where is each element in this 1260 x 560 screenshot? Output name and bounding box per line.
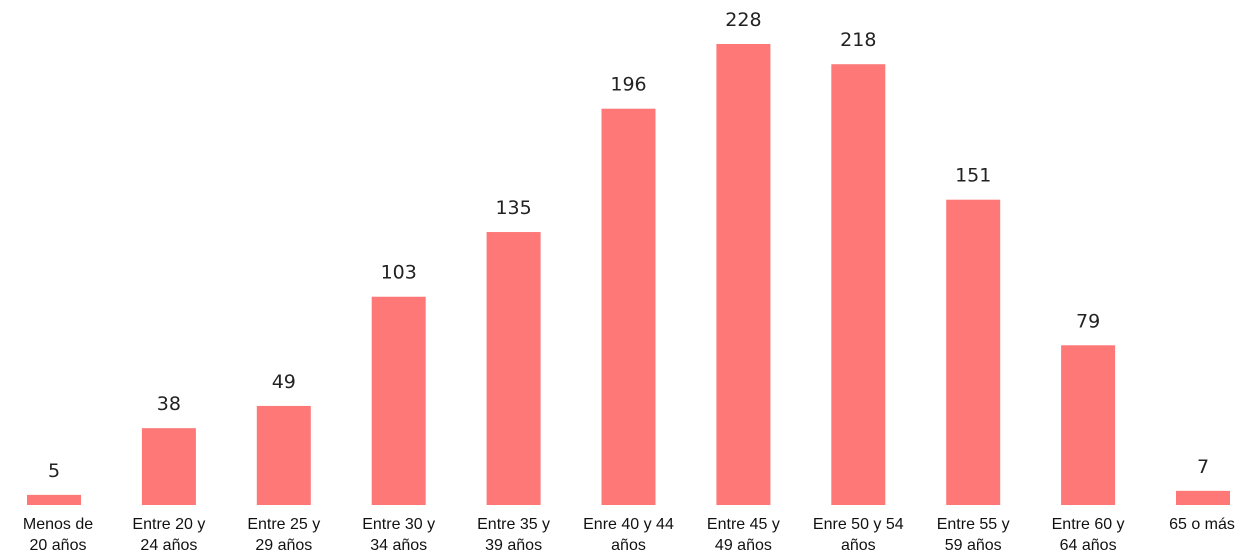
value-label: 218 [840, 29, 876, 51]
bar [1061, 345, 1116, 505]
x-tick-label: Entre 30 y 34 años [362, 516, 436, 554]
bar [486, 232, 541, 505]
bar [27, 494, 81, 505]
value-label: 7 [1197, 456, 1209, 478]
x-tick-label: Entre 20 y 24 años [132, 516, 206, 554]
value-label: 196 [610, 74, 646, 96]
bar [601, 108, 656, 505]
x-tick-label: Enre 40 y 44 años [583, 516, 674, 554]
value-label: 5 [48, 460, 60, 482]
x-tick-label: Entre 35 y 39 años [477, 516, 551, 554]
value-label: 135 [495, 197, 531, 219]
value-label: 79 [1076, 310, 1100, 332]
value-label: 151 [955, 165, 991, 187]
bar [141, 428, 196, 505]
x-tick-label: 65 o más [1169, 516, 1235, 533]
bar [946, 199, 1001, 505]
bar [716, 44, 771, 505]
x-tick-label: Entre 25 y 29 años [247, 516, 321, 554]
bar [831, 64, 886, 505]
x-tick-label: Entre 60 y 64 años [1051, 516, 1125, 554]
bar [371, 296, 426, 505]
value-label: 38 [157, 393, 181, 415]
bar [1176, 490, 1230, 505]
value-label: 103 [381, 262, 417, 284]
x-tick-label: Enre 50 y 54 años [812, 516, 904, 554]
x-tick-label: Menos de 20 años [22, 516, 94, 554]
bar [256, 405, 311, 505]
plot: 5 38 49 103 135 196 228 218 151 79 7 [27, 9, 1230, 505]
x-tick-label: Entre 45 y 49 años [706, 516, 780, 554]
value-label: 228 [725, 9, 761, 31]
value-label: 49 [272, 371, 296, 393]
x-tick-label: Entre 55 y 59 años [936, 516, 1010, 554]
